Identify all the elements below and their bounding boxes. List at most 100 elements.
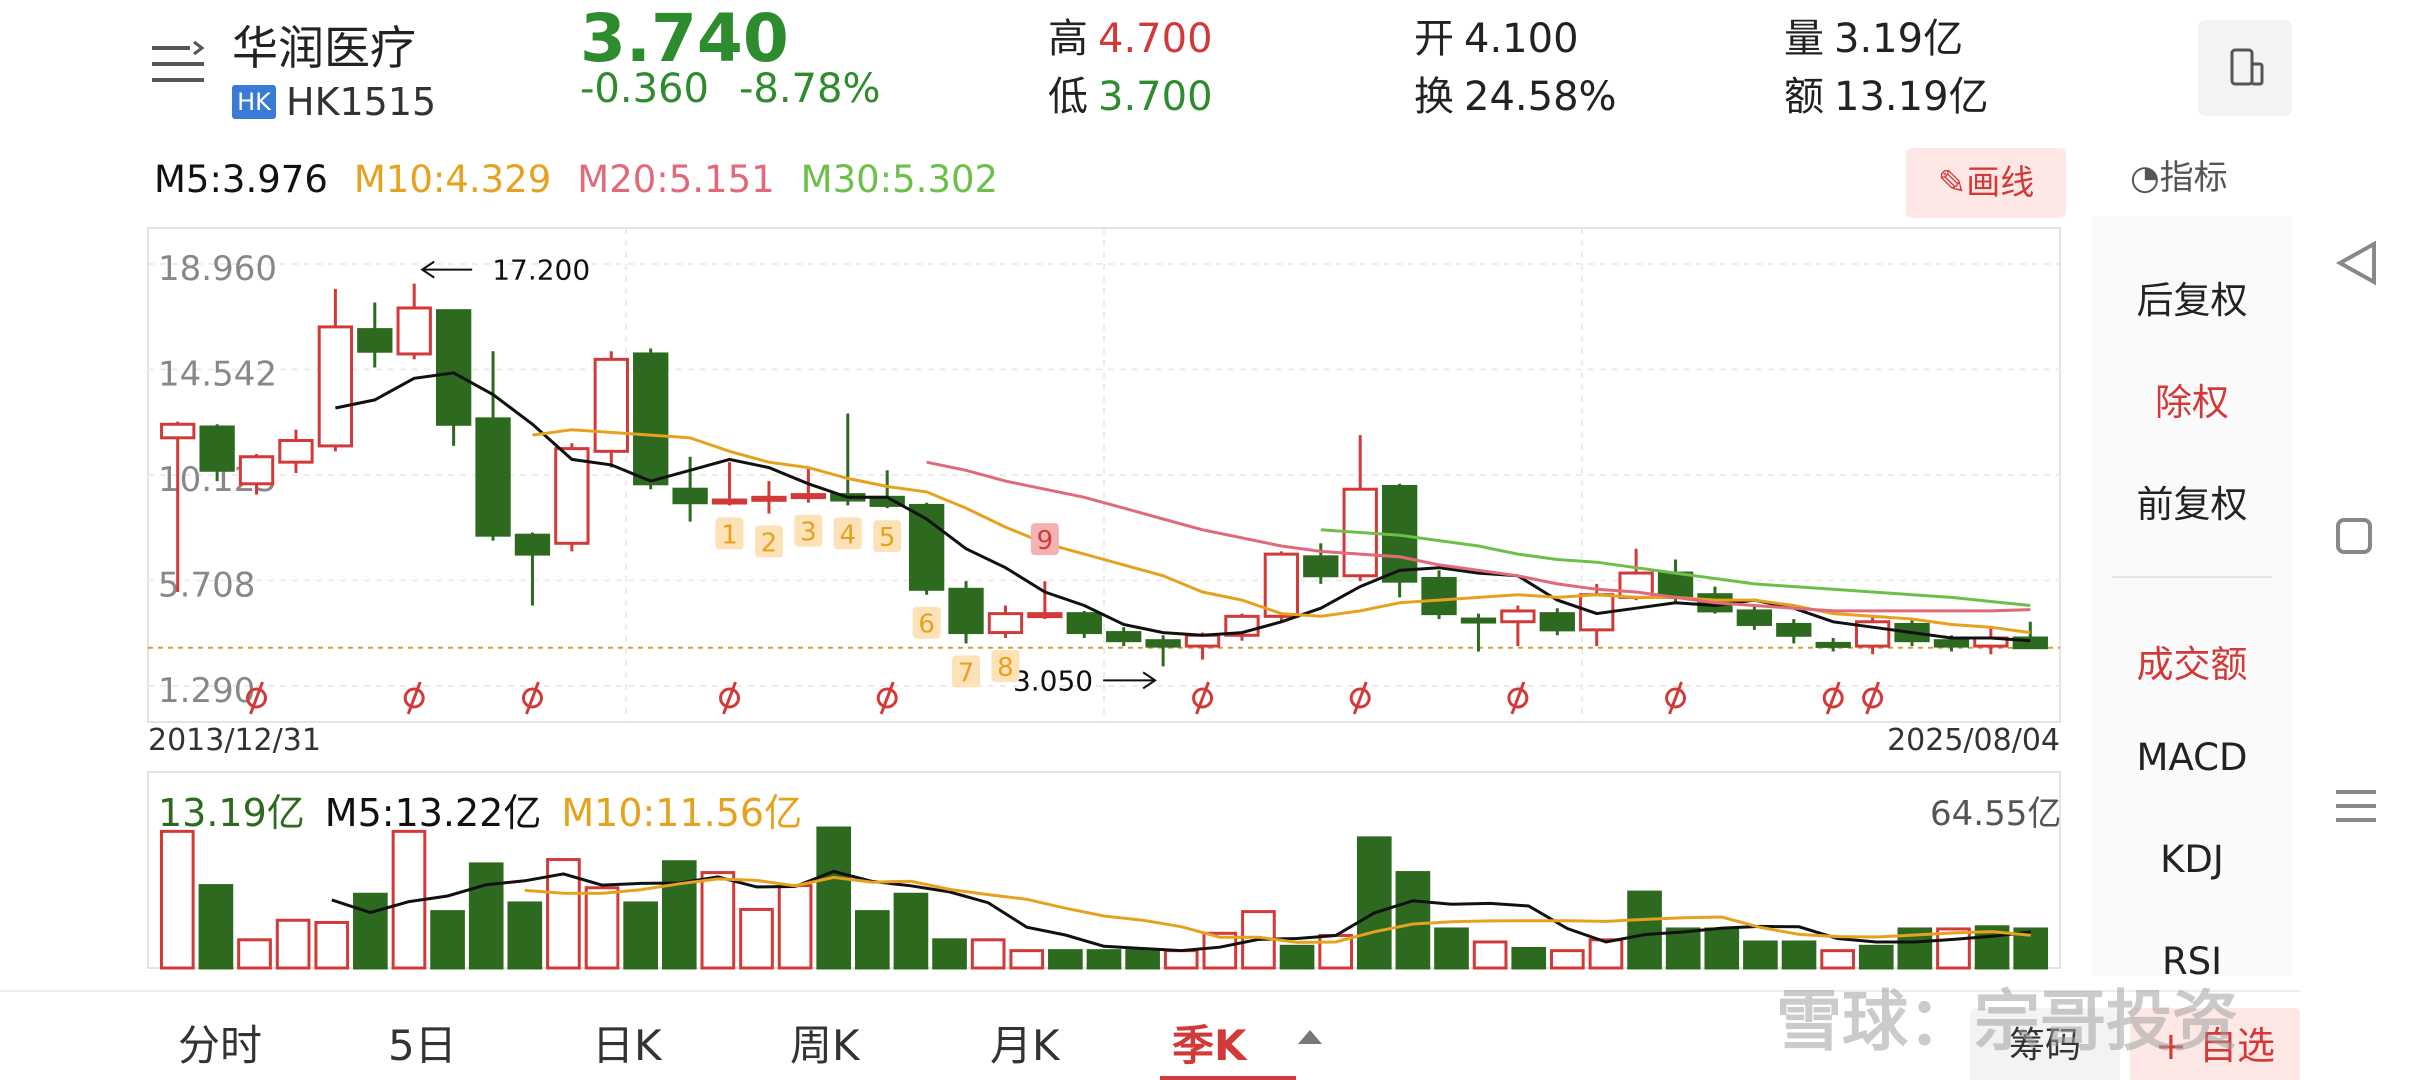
candle-body (1303, 555, 1339, 578)
ma5-line (335, 371, 2031, 643)
end-date-label: 2025/08/04 (1887, 723, 2060, 758)
volume-bar (1704, 927, 1740, 970)
volume-ma5-line (331, 869, 2031, 953)
dividend-marker-stroke (1352, 681, 1368, 715)
side-item-rsi[interactable]: RSI (2161, 940, 2223, 976)
candle-body (1066, 612, 1102, 635)
volume-bar (1665, 927, 1701, 970)
candle-body (514, 533, 551, 556)
dividend-marker (876, 687, 898, 709)
volume-m10: M10:11.56亿 (561, 791, 803, 835)
dividend-marker-stroke (406, 681, 422, 715)
watermark: 雪球：宗哥投资 (1776, 983, 2238, 1060)
tab-quarterly[interactable]: 季K (1172, 1021, 1247, 1070)
candle-body (1106, 631, 1142, 643)
dividend-marker (1822, 687, 1844, 709)
side-item-kdj[interactable]: KDJ (2160, 838, 2224, 881)
stat-label: 开 (1414, 16, 1454, 62)
volume-bar (159, 829, 195, 970)
landscape-toggle-button[interactable] (2198, 20, 2292, 116)
tab-intraday[interactable]: 分时 (178, 1021, 263, 1070)
sequence-marker: 7 (958, 658, 975, 688)
candle-body (554, 447, 590, 545)
tab-monthly[interactable]: 月K (990, 1021, 1060, 1070)
sequence-marker: 1 (721, 520, 738, 550)
candle-body (1027, 612, 1063, 619)
tab-daily[interactable]: 日K (592, 1021, 662, 1070)
sequence-marker: 9 (1037, 526, 1054, 556)
stat-label: 高 (1048, 16, 1088, 62)
side-item-ex-rights[interactable]: 除权 (2155, 381, 2229, 424)
high-arrowhead (420, 260, 435, 279)
candle-body (1184, 633, 1221, 648)
volume-bar (854, 910, 890, 970)
dividend-marker-stroke (249, 681, 264, 715)
period-tab-bar: 分时 5日 日K 周K 月K 季K (0, 990, 2300, 1080)
volume-bar (1279, 944, 1315, 970)
volume-bar (1550, 949, 1585, 970)
volume-bar (1588, 938, 1624, 970)
volume-bar (1125, 949, 1160, 970)
menu-icon[interactable] (150, 40, 206, 90)
side-item-turnover-amount[interactable]: 成交额 (2136, 643, 2248, 686)
kline-chart[interactable]: 18.96014.54210.1255.7081.29017.2003.0501… (0, 0, 2090, 990)
stat-value: 3.700 (1098, 74, 1213, 120)
candle-body (435, 309, 472, 426)
sequence-marker-bg (873, 520, 902, 553)
volume-bar (1395, 871, 1431, 970)
dividend-marker (1862, 687, 1884, 709)
dividend-marker-stroke (722, 681, 737, 715)
volume-bar (237, 938, 272, 970)
volume-bar (1434, 927, 1469, 970)
candle-body (2012, 636, 2048, 650)
side-item-post-adjusted[interactable]: 后复权 (2136, 279, 2248, 322)
tab-weekly[interactable]: 周K (790, 1021, 860, 1070)
caret-up-icon[interactable] (1296, 1028, 1324, 1046)
start-date-label: 2013/12/31 (148, 723, 321, 758)
stat-turnover: 换 24.58% (1414, 64, 1617, 122)
y-tick-label: 14.542 (158, 355, 277, 395)
volume-bar (1781, 940, 1817, 970)
sequence-marker-bg (991, 649, 1020, 682)
draw-line-button[interactable]: ✎画线 (1906, 148, 2066, 218)
stat-label: 低 (1048, 74, 1088, 120)
side-item-macd[interactable]: MACD (2136, 736, 2248, 779)
dividend-marker (1665, 687, 1687, 709)
price-change: -0.360 -8.78% (580, 66, 910, 112)
volume-bar (275, 918, 311, 970)
volume-bar (623, 901, 658, 970)
stat-low: 低 3.700 (1048, 64, 1213, 122)
volume-bar (1511, 946, 1547, 970)
stat-volume: 量 3.19亿 (1784, 6, 1963, 64)
dividend-marker (403, 687, 425, 709)
back-icon[interactable] (2334, 240, 2378, 286)
volume-legend: 13.19亿 M5:13.22亿 M10:11.56亿 (158, 782, 822, 837)
home-icon[interactable] (2334, 516, 2374, 556)
recents-icon[interactable] (2334, 786, 2378, 826)
candle-body (357, 328, 393, 353)
dividend-marker (521, 687, 543, 709)
quote-header: 华润医疗 HK HK1515 3.740 -0.360 -8.78% 高 4.700… (0, 0, 2300, 134)
chips-button[interactable]: 筹码 (1970, 1008, 2120, 1080)
volume-bar (584, 886, 620, 970)
add-watchlist-button[interactable]: + 自选 (2130, 1008, 2300, 1080)
current-price: 3.740 (580, 0, 789, 77)
volume-bar (1936, 927, 1971, 970)
pencil-icon: ✎ (1937, 163, 1967, 203)
side-item-pre-adjusted[interactable]: 前复权 (2136, 483, 2248, 526)
indicator-settings-button[interactable]: ◔指标 (2130, 150, 2228, 199)
candle-body (238, 455, 275, 486)
stat-value: 3.19亿 (1834, 16, 1964, 62)
dividend-marker-stroke (1668, 681, 1683, 715)
candle-body (672, 487, 708, 505)
ma-legend: M5:3.976 M10:4.329 M20:5.151 M30:5.302 (154, 158, 1024, 201)
candle-body (1145, 639, 1181, 648)
ma10-line (532, 428, 2031, 635)
stat-value: 4.700 (1098, 16, 1213, 62)
side-divider (2112, 576, 2272, 578)
high-annotation: 17.200 (492, 254, 590, 287)
volume-bar (739, 907, 774, 970)
system-nav-bar (2294, 0, 2414, 1080)
tab-5day[interactable]: 5日 (388, 1021, 457, 1070)
volume-bar (1627, 890, 1662, 970)
